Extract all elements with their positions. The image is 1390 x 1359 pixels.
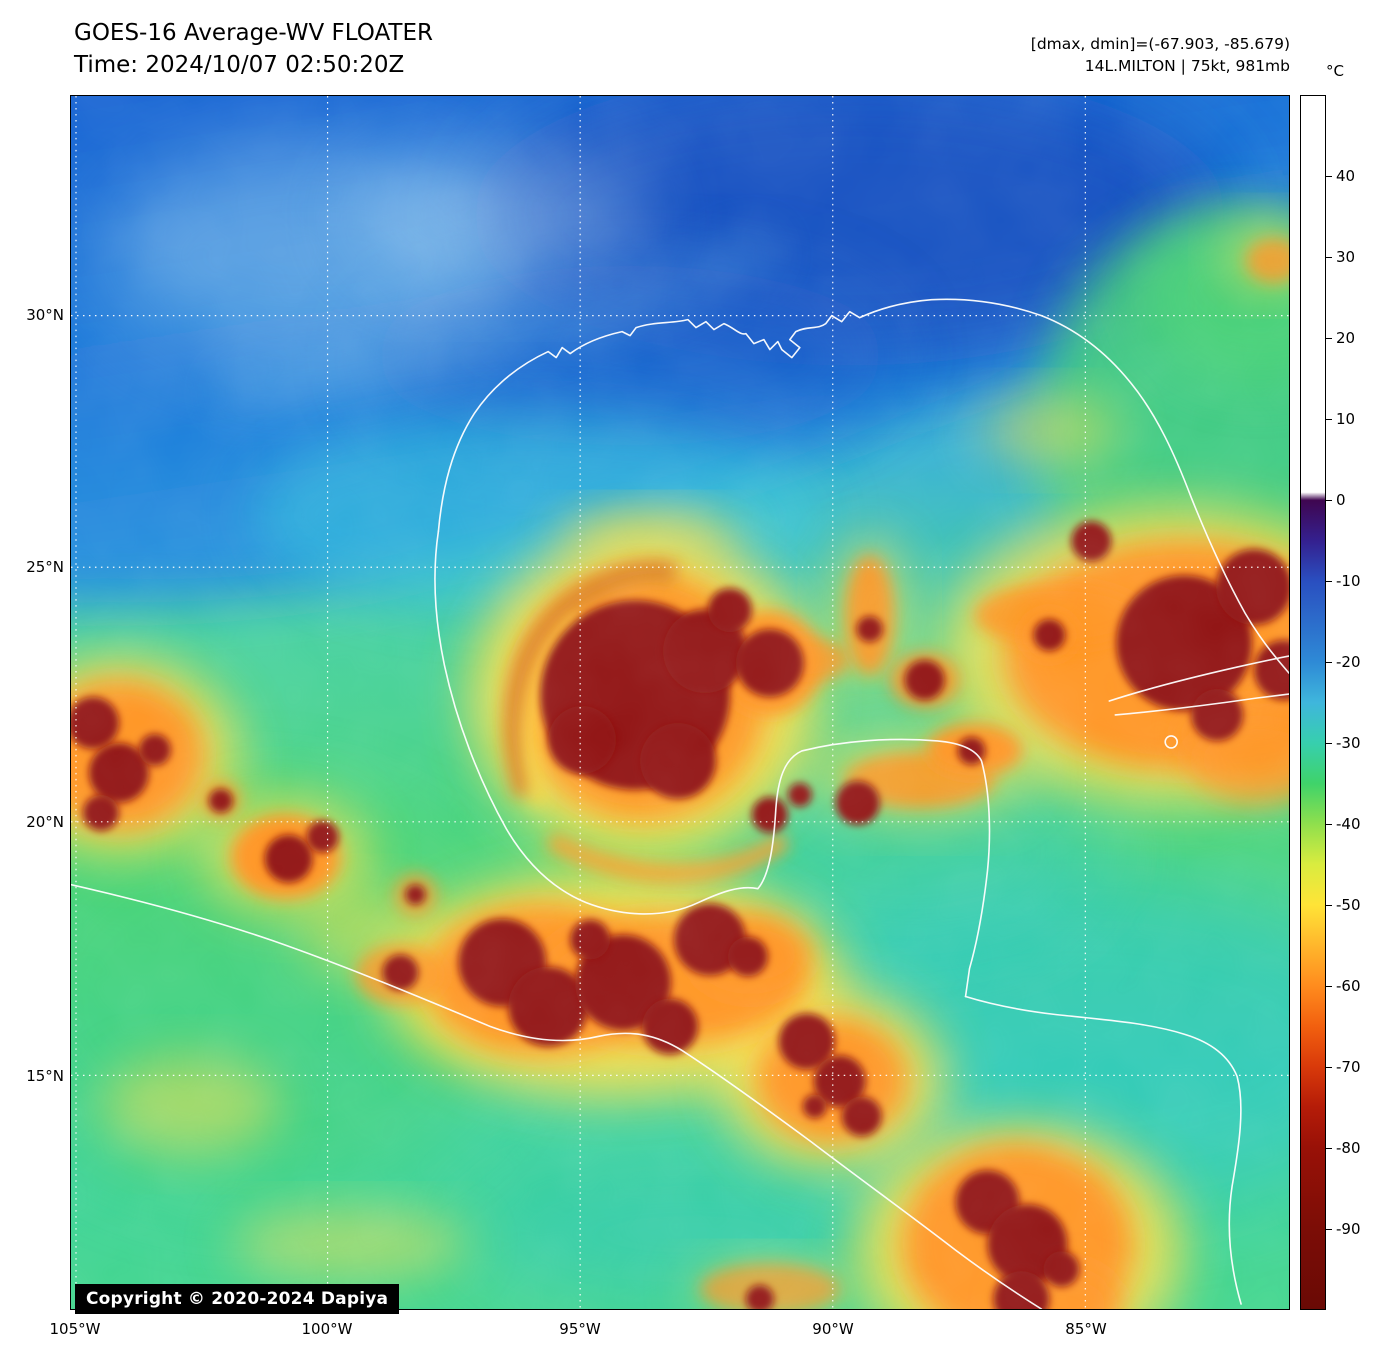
colorbar-tick-label: -50 <box>1336 896 1361 914</box>
satellite-image <box>70 95 1290 1310</box>
coastline-cuba-south <box>1114 693 1289 716</box>
lat-label-25n: 25°N <box>26 558 64 576</box>
colorbar-tick-mark <box>1326 824 1332 825</box>
colorbar-unit-label: °C <box>1326 62 1344 80</box>
lat-label-15n: 15°N <box>26 1067 64 1085</box>
coastline-mexico-yucatan <box>434 530 991 998</box>
lon-label-100w: 100°W <box>301 1320 353 1338</box>
colorbar-tick-mark <box>1326 905 1332 906</box>
storm-intensity-readout: 14L.MILTON | 75kt, 981mb <box>1084 57 1290 75</box>
texture-overlay <box>71 96 1289 1309</box>
colorbar-tick-mark <box>1326 419 1332 420</box>
colorbar-tick-label: -60 <box>1336 977 1361 995</box>
colorbar-tick-mark <box>1326 986 1332 987</box>
page-title: GOES-16 Average-WV FLOATER <box>74 20 433 46</box>
colorbar-tick-label: 30 <box>1336 248 1356 266</box>
colorbar-tick-mark <box>1326 662 1332 663</box>
colorbar-tick-label: -80 <box>1336 1139 1361 1157</box>
colorbar-tick-mark <box>1326 1148 1332 1149</box>
colorbar-tick-label: -70 <box>1336 1058 1361 1076</box>
colorbar-tick-mark <box>1326 1229 1332 1230</box>
colorbar-tick-label: 0 <box>1336 491 1346 509</box>
colorbar-tick-mark <box>1326 581 1332 582</box>
coastline-pacific <box>71 883 1043 1309</box>
colorbar-tick-mark <box>1326 176 1332 177</box>
copyright-badge: Copyright © 2020-2024 Dapiya <box>75 1284 400 1314</box>
colorbar-tick-mark <box>1326 338 1332 339</box>
coastline-central-america-caribbean <box>964 995 1242 1305</box>
colorbar-tick-mark <box>1326 1067 1332 1068</box>
colorbar-tick-label: -90 <box>1336 1220 1361 1238</box>
lat-label-20n: 20°N <box>26 813 64 831</box>
coastline-island <box>1164 735 1178 749</box>
colorbar-tick-label: -30 <box>1336 734 1361 752</box>
colorbar-tick-label: -40 <box>1336 815 1361 833</box>
colorbar-tick-label: 20 <box>1336 329 1356 347</box>
lon-label-95w: 95°W <box>559 1320 601 1338</box>
lon-label-105w: 105°W <box>49 1320 101 1338</box>
coastline-cuba-north <box>1108 655 1289 702</box>
graticule-grid <box>71 96 1289 1309</box>
colorbar-tick-label: -20 <box>1336 653 1361 671</box>
colorbar-tick-label: 10 <box>1336 410 1356 428</box>
dmax-dmin-readout: [dmax, dmin]=(-67.903, -85.679) <box>1030 35 1290 53</box>
lon-label-90w: 90°W <box>812 1320 854 1338</box>
colorbar-tick-mark <box>1326 500 1332 501</box>
lon-label-85w: 85°W <box>1065 1320 1107 1338</box>
coastlines-overlay <box>71 298 1289 1309</box>
storm-annotation: [dmax, dmin]=(-67.903, -85.679) 14L.MILT… <box>1031 33 1290 77</box>
timestamp: Time: 2024/10/07 02:50:20Z <box>74 52 405 78</box>
colorbar-tick-label: -10 <box>1336 572 1361 590</box>
coastline-us-gulf <box>437 298 1289 674</box>
colorbar-tick-label: 40 <box>1336 167 1356 185</box>
colorbar-tick-mark <box>1326 257 1332 258</box>
lat-label-30n: 30°N <box>26 306 64 324</box>
wv-imagery-svg <box>71 96 1289 1309</box>
colorbar-gradient <box>1300 95 1326 1310</box>
colorbar-tick-mark <box>1326 743 1332 744</box>
